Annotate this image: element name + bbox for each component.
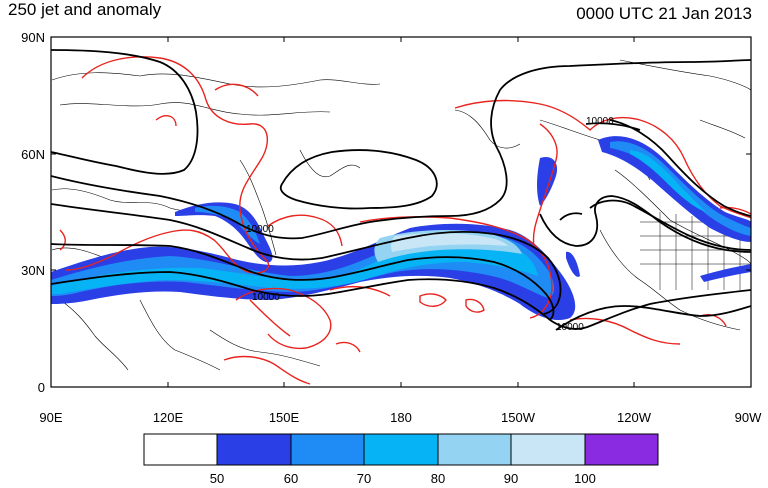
lat-label-0: 0 [38,380,45,395]
contour-label-group: 10000 10000 10000 10000 [246,116,614,333]
contour-label-10000-na: 10000 [586,116,614,127]
lon-label-180: 180 [390,410,412,425]
lon-label-120w: 120W [617,410,652,425]
colorbar-label-90: 90 [504,471,518,486]
lon-label-150w: 150W [501,410,536,425]
lat-label-90n: 90N [21,30,45,45]
map-timestamp: 0000 UTC 21 Jan 2013 [576,4,752,23]
map-background [51,37,751,387]
contour-label-10000-japan: 10000 [246,224,274,235]
contour-label-10000-east: 10000 [556,322,584,333]
colorbar-box-50-60 [216,433,292,466]
colorbar-label-80: 80 [431,471,445,486]
colorbar-box-60-70 [290,433,365,466]
colorbar-label-60: 60 [284,471,298,486]
lon-label-120e: 120E [153,410,184,425]
colorbar-box-70-80 [363,433,439,466]
colorbar-box-80-90 [437,433,512,466]
height-contours [51,49,751,331]
lon-axis [50,37,752,387]
lat-label-60n: 60N [21,147,45,162]
lon-label-150e: 150E [269,410,300,425]
colorbar-box-below-50 [143,433,218,466]
lat-label-30n: 30N [21,263,45,278]
colorbar-box-above-100 [584,433,659,466]
map-title: 250 jet and anomaly [8,0,162,19]
colorbar-label-100: 100 [574,471,596,486]
colorbar [143,433,659,466]
colorbar-label-50: 50 [210,471,224,486]
colorbar-box-90-100 [510,433,586,466]
lon-label-90w: 90W [735,410,762,425]
state-borders [640,212,751,290]
contour-label-10000-pacific: 10000 [252,292,280,303]
colorbar-label-70: 70 [357,471,371,486]
lat-axis [51,36,751,388]
lon-label-90e: 90E [39,410,62,425]
